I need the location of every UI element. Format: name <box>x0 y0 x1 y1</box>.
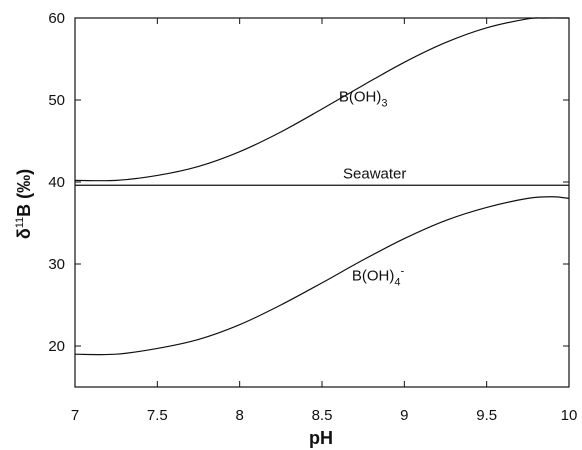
y-axis-title-main: B (‰) <box>14 169 34 217</box>
annotation-boh4: B(OH)4- <box>352 265 405 288</box>
x-tick-label: 9 <box>400 407 408 424</box>
x-tick-label: 10 <box>561 407 578 424</box>
y-tick-label: 60 <box>48 10 65 27</box>
y-tick-label: 30 <box>48 256 65 273</box>
annotation-layer: B(OH)3 Seawater B(OH)4- <box>339 89 407 289</box>
x-tick-label: 7.5 <box>147 407 168 424</box>
x-axis-title: pH <box>309 428 333 448</box>
plot-frame <box>74 17 570 388</box>
series-layer <box>74 17 570 356</box>
y-tick-label: 50 <box>48 92 65 109</box>
x-tick-label: 8 <box>235 407 243 424</box>
x-tick-label: 9.5 <box>476 407 497 424</box>
axes-layer: 7 7.5 8 8.5 9 9.5 10 20 30 40 50 60 <box>48 10 577 424</box>
x-tick-label: 7 <box>71 407 79 424</box>
y-axis-title-symbol: δ <box>14 228 34 239</box>
y-tick-label: 20 <box>48 338 65 355</box>
annotation-boh3: B(OH)3 <box>339 89 388 110</box>
series-line-boh3 <box>74 17 570 182</box>
y-tick-label: 40 <box>48 174 65 191</box>
x-tick-label: 8.5 <box>312 407 333 424</box>
annotation-seawater: Seawater <box>343 166 406 183</box>
y-axis-title: δ11B (‰) <box>14 169 34 239</box>
series-line-boh4 <box>74 196 570 356</box>
y-axis-title-superscript: 11 <box>14 217 26 228</box>
